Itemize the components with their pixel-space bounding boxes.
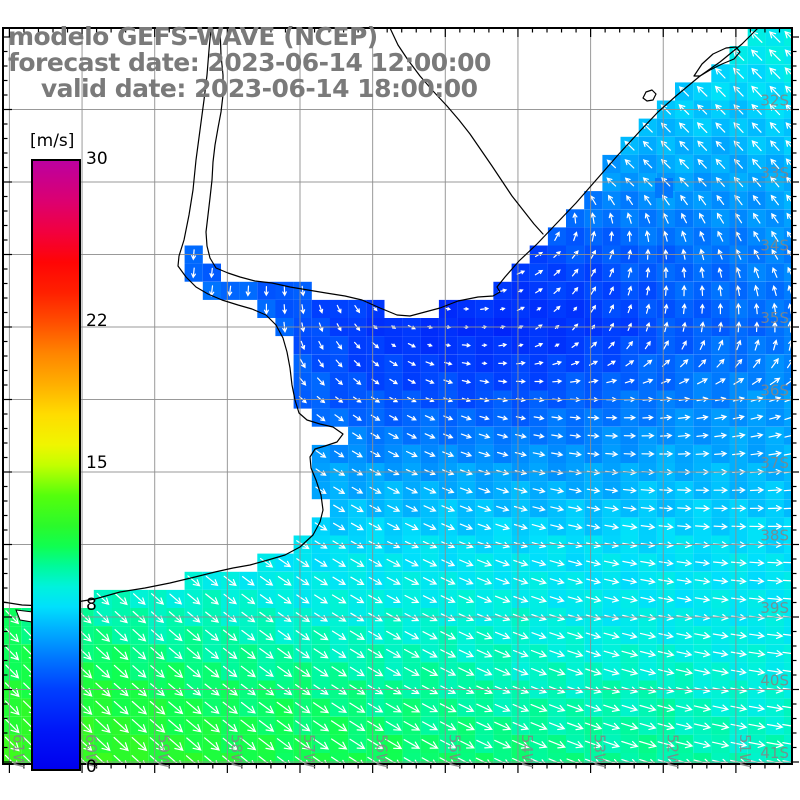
graticule-gridlines <box>3 28 792 764</box>
lon-label: 52W <box>663 734 681 768</box>
lon-label: 61W <box>9 734 27 768</box>
lat-label: 33S <box>760 164 789 182</box>
colorbar-tick: 15 <box>86 453 108 473</box>
lat-label: 34S <box>760 237 789 255</box>
lat-label: 40S <box>760 672 789 690</box>
colorbar-tick: 22 <box>86 311 108 332</box>
latitude-labels: 32S 33S 34S 35S 36S 37S 38S 39S 40S 41S <box>760 92 789 763</box>
lat-label: 38S <box>760 527 789 545</box>
lat-label: 39S <box>760 599 789 617</box>
lat-label: 37S <box>760 454 789 472</box>
wind-direction-arrows <box>4 30 800 770</box>
lon-label: 54W <box>518 734 536 768</box>
lon-label: 56W <box>373 734 391 768</box>
lat-label: 35S <box>760 309 789 327</box>
lat-label: 36S <box>760 382 789 400</box>
coastline <box>2 27 759 607</box>
lon-label: 51W <box>736 734 754 768</box>
lon-label: 55W <box>445 734 463 768</box>
lon-label: 59W <box>155 734 173 768</box>
lon-label: 57W <box>300 734 318 768</box>
colorbar-tick: 8 <box>86 594 97 615</box>
lon-label: 58W <box>227 734 245 768</box>
lon-label: 60W <box>82 734 100 768</box>
lat-label: 41S <box>760 744 789 762</box>
colorbar-unit-label: [m/s] <box>30 131 75 151</box>
colorbar-tick: 0 <box>86 757 97 777</box>
colorbar-tick: 30 <box>86 149 108 169</box>
longitude-labels: 61W 60W 59W 58W 57W 56W 55W 54W 53W 52W 51W <box>9 734 754 768</box>
colorbar-gradient <box>31 159 81 771</box>
lon-label: 53W <box>591 734 609 768</box>
map-frame <box>2 27 793 765</box>
lat-label: 32S <box>760 92 789 110</box>
axis-ticks <box>3 28 799 773</box>
